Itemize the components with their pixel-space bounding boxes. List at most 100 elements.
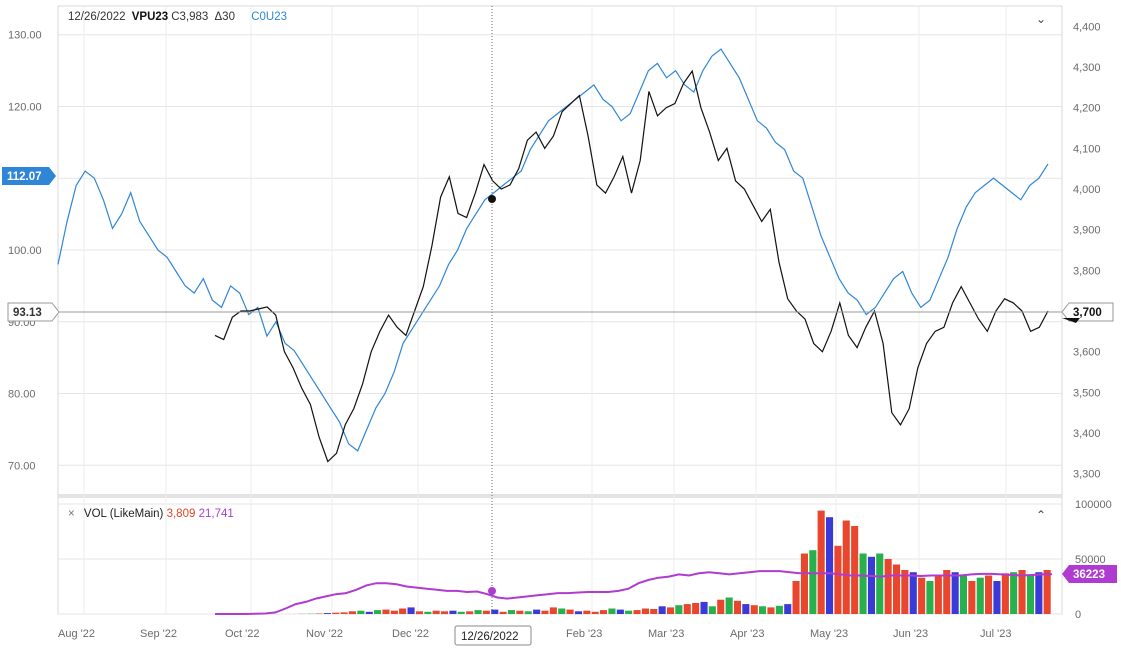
volume-bar — [934, 575, 942, 614]
x-tick-label: Feb '23 — [566, 628, 602, 640]
volume-bar — [558, 608, 566, 614]
volume-bar — [399, 608, 407, 614]
volume-bar — [415, 611, 423, 615]
chevron-down-icon[interactable]: ⌄ — [1036, 12, 1047, 26]
x-tick-label: Dec '22 — [392, 628, 429, 640]
volume-tick-label: 50000 — [1075, 554, 1106, 566]
volume-bar — [817, 510, 825, 614]
volume-bar — [323, 613, 331, 614]
volume-bar — [457, 611, 465, 614]
header-close: C3,983 — [171, 11, 209, 23]
volume-bar — [809, 550, 817, 614]
date-crosshair-text: 12/26/2022 — [461, 631, 519, 643]
volume-bar — [951, 572, 959, 614]
volume-bar — [842, 520, 850, 614]
y-right-tick-label: 4,000 — [1073, 184, 1101, 196]
volume-bar — [1026, 574, 1034, 614]
y-right-tick-label: 4,100 — [1073, 143, 1101, 155]
y-right-tick-label: 3,500 — [1073, 387, 1101, 399]
volume-bar — [625, 610, 633, 614]
y-right-tick-label: 3,600 — [1073, 347, 1101, 359]
left-compare-badge-shape — [2, 167, 56, 185]
volume-bar — [750, 605, 758, 614]
volume-bar — [357, 610, 365, 614]
volume-bar — [867, 556, 875, 614]
volume-bar — [784, 604, 792, 614]
volume-bar — [390, 610, 398, 614]
volume-bar — [583, 610, 591, 614]
volume-bar — [524, 611, 532, 615]
chevron-up-icon[interactable]: ⌃ — [1036, 508, 1047, 522]
x-tick-label: May '23 — [810, 628, 848, 640]
left-compare-badge-text: 112.07 — [7, 171, 42, 183]
volume-tick-label: 100000 — [1075, 499, 1112, 511]
volume-bar — [985, 575, 993, 614]
volume-bar — [876, 553, 884, 614]
volume-bar — [650, 609, 658, 614]
x-tick-label: Nov '22 — [306, 628, 343, 640]
volume-bar — [315, 613, 323, 614]
close-icon[interactable]: × — [68, 508, 75, 520]
volume-bar — [800, 553, 808, 614]
volume-bar — [533, 609, 541, 614]
compare-series-line — [57, 48, 1049, 452]
volume-value-1: 3,809 — [166, 508, 196, 520]
x-tick-label: Jun '23 — [893, 628, 928, 640]
x-tick-label: Sep '22 — [140, 628, 177, 640]
x-tick-label: Apr '23 — [730, 628, 765, 640]
right-crosshair-badge: 3,700 — [1061, 302, 1114, 322]
volume-bar — [993, 581, 1001, 614]
volume-bar — [708, 606, 716, 614]
volume-bar — [826, 517, 834, 614]
volume-tick-label: 0 — [1075, 609, 1081, 621]
volume-bar — [516, 610, 524, 614]
volume-bar — [374, 610, 382, 614]
volume-bar — [365, 611, 373, 614]
volume-avg-badge-text: 36223 — [1073, 569, 1105, 581]
volume-bar — [382, 609, 390, 614]
volume-bar — [717, 599, 725, 614]
y-right-tick-label: 3,800 — [1073, 265, 1101, 277]
volume-bar — [432, 610, 440, 614]
volume-bar — [566, 609, 574, 614]
volume-bar — [700, 601, 708, 614]
volume-bar — [641, 608, 649, 614]
volume-bar — [834, 545, 842, 614]
volume-bar — [926, 581, 934, 614]
header-compare-symbol[interactable]: C0U23 — [251, 11, 287, 23]
volume-bar — [976, 577, 984, 614]
volume-bar — [466, 611, 474, 615]
volume-bar — [424, 611, 432, 614]
volume-average-line — [215, 570, 1053, 615]
x-tick-label: Mar '23 — [648, 628, 684, 640]
y-left-tick-label: 120.00 — [8, 101, 42, 113]
volume-bar — [859, 553, 867, 614]
volume-bar — [667, 607, 675, 614]
volume-bar — [348, 611, 356, 615]
volume-bar — [499, 611, 507, 614]
volume-avg-badge-shape — [1062, 565, 1117, 583]
volume-title: VOL (LikeMain) — [83, 508, 164, 520]
volume-bar — [959, 574, 967, 614]
main-series-line — [214, 69, 1049, 463]
volume-bar — [574, 611, 582, 615]
volume-bar — [943, 570, 951, 614]
y-left-tick-label: 130.00 — [8, 30, 42, 42]
volume-bar — [725, 597, 733, 614]
pane-separator — [58, 494, 1062, 498]
volume-bar — [591, 611, 599, 614]
x-tick-label: Aug '22 — [58, 628, 95, 640]
y-right-tick-label: 4,200 — [1073, 103, 1101, 115]
crosshair-marker — [488, 195, 496, 203]
volume-bar — [541, 610, 549, 614]
left-crosshair-badge-shape — [7, 302, 60, 322]
volume-bar — [1035, 572, 1043, 614]
header-symbol: VPU23 — [131, 11, 169, 23]
volume-bar — [1001, 573, 1009, 614]
volume-bar — [851, 526, 859, 614]
volume-bar — [968, 581, 976, 614]
volume-bar — [767, 607, 775, 614]
x-tick-label: Oct '22 — [225, 628, 260, 640]
right-crosshair-badge-text: 3,700 — [1073, 307, 1102, 319]
